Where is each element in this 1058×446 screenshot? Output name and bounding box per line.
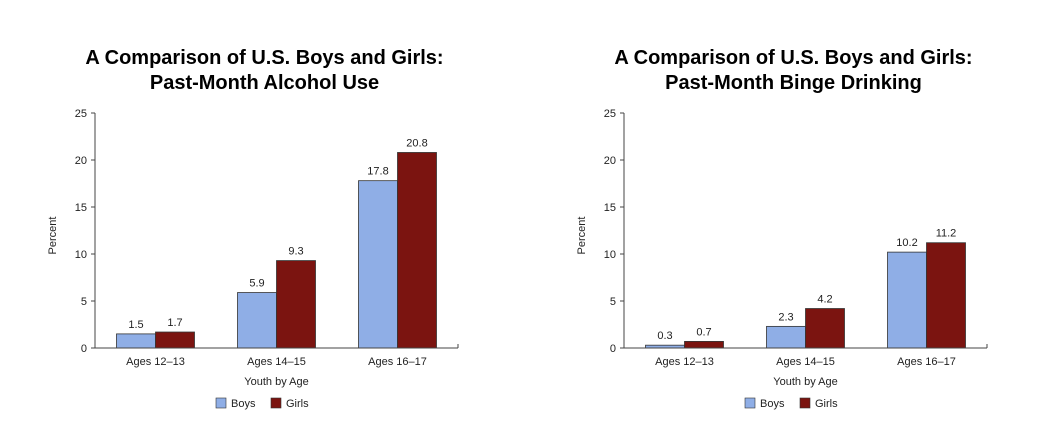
chart-title-line2: Past-Month Binge Drinking [665, 72, 922, 94]
x-tick-label: Ages 16–17 [368, 356, 427, 368]
y-tick-label: 5 [81, 296, 87, 308]
bar-boys [237, 292, 277, 349]
bar-girls [155, 331, 195, 349]
bar-girls [805, 308, 845, 349]
chart-title-line1: A Comparison of U.S. Boys and Girls: [85, 47, 444, 69]
chart-panel-alcohol-use: A Comparison of U.S. Boys and Girls: Pas… [47, 47, 459, 410]
y-tick-label: 25 [604, 108, 616, 120]
data-label: 10.2 [896, 237, 917, 249]
y-tick-label: 20 [75, 155, 87, 167]
bar-boys [116, 333, 156, 349]
y-tick-label: 15 [75, 202, 87, 214]
data-label: 5.9 [249, 278, 264, 290]
y-axis-label: Percent [47, 217, 59, 255]
data-label: 9.3 [288, 246, 303, 258]
chart-panel-binge-drinking: A Comparison of U.S. Boys and Girls: Pas… [529, 0, 1058, 446]
legend-swatch-girls [799, 397, 811, 409]
legend-swatch-boys [215, 397, 227, 409]
x-tick-label: Ages 14–15 [776, 356, 835, 368]
y-tick-label: 25 [75, 108, 87, 120]
bar-boys [358, 180, 398, 349]
bar-girls [397, 152, 437, 349]
y-tick-label: 5 [610, 296, 616, 308]
data-label: 11.2 [936, 228, 957, 240]
legend-label-girls: Girls [286, 398, 309, 410]
y-tick-label: 20 [604, 155, 616, 167]
y-tick-label: 0 [81, 343, 87, 355]
data-label: 2.3 [778, 311, 793, 323]
y-tick-label: 10 [604, 249, 616, 261]
bar-girls [684, 341, 724, 349]
y-tick-label: 15 [604, 202, 616, 214]
bar-boys [766, 325, 806, 349]
x-tick-label: Ages 14–15 [247, 356, 306, 368]
data-label: 20.8 [406, 137, 427, 149]
x-tick-label: Ages 12–13 [126, 356, 185, 368]
chart-title-line1: A Comparison of U.S. Boys and Girls: [614, 47, 973, 69]
data-label: 17.8 [367, 166, 388, 178]
data-label: 0.3 [657, 330, 672, 342]
x-tick-label: Ages 16–17 [897, 356, 956, 368]
data-label: 0.7 [696, 326, 711, 338]
legend-label-boys: Boys [231, 398, 256, 410]
chart-title-line2: Past-Month Alcohol Use [149, 72, 380, 94]
legend-swatch-girls [270, 397, 282, 409]
legend-label-girls: Girls [815, 398, 838, 410]
legend-swatch-boys [744, 397, 756, 409]
bar-boys [887, 251, 927, 349]
data-label: 4.2 [817, 294, 832, 306]
bar-girls [926, 242, 966, 349]
bar-girls [276, 260, 316, 349]
alcohol-use-bar-chart: 0 5 10 15 20 25 Percent 1.5 1.7 Ages 12–13 5.9 9.3 A… [47, 108, 459, 410]
data-label: 1.7 [167, 317, 182, 329]
binge-drinking-bar-chart: 0 5 10 15 20 25 Percent 0.3 0.7 Ages 12–13 2.3 4.2 A… [576, 108, 988, 410]
y-axis-label: Percent [576, 217, 588, 255]
y-tick-label: 0 [610, 343, 616, 355]
x-axis-label: Youth by Age [773, 376, 837, 388]
data-label: 1.5 [128, 319, 143, 331]
legend-label-boys: Boys [760, 398, 785, 410]
x-axis-label: Youth by Age [244, 376, 308, 388]
y-tick-label: 10 [75, 249, 87, 261]
x-tick-label: Ages 12–13 [655, 356, 714, 368]
